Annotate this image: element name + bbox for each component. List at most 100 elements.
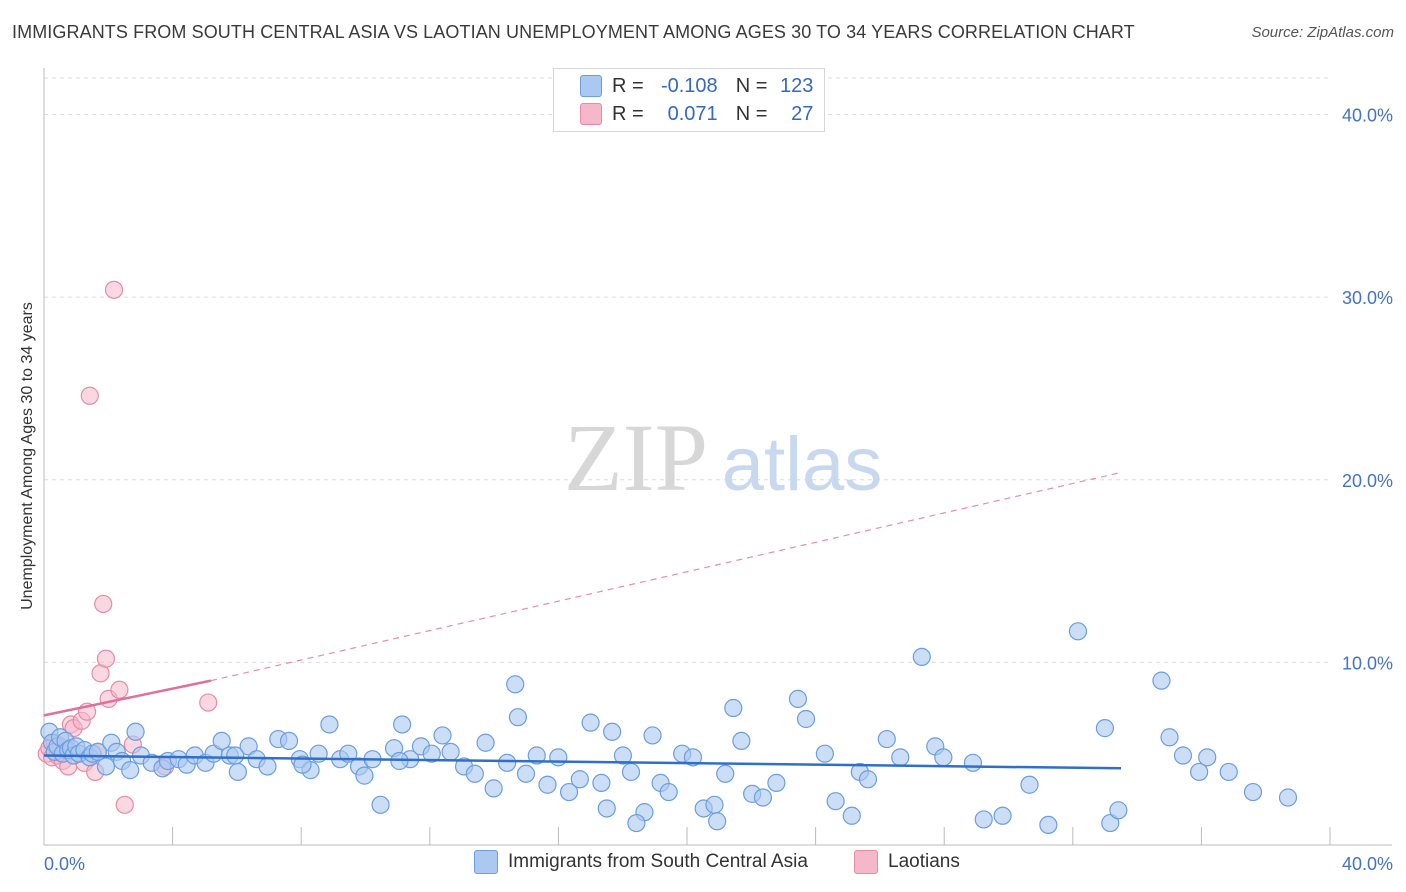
south-central-asia-point	[912, 647, 931, 667]
south-central-asia-point	[796, 709, 816, 729]
south-central-asia-point	[788, 689, 808, 709]
south-central-asia-points	[40, 622, 1298, 835]
south-central-asia-point	[621, 762, 641, 782]
legend-item-laotians: Laotians	[854, 850, 960, 874]
south-central-asia-point	[603, 722, 622, 741]
legend-swatch-pink	[854, 850, 878, 874]
south-central-asia-point	[993, 806, 1012, 825]
legend-n-label: N =	[735, 102, 768, 125]
y-tick-label: 10.0%	[1342, 653, 1393, 673]
laotians-trend-line	[43, 679, 212, 717]
y-tick-label: 30.0%	[1342, 288, 1393, 308]
watermark-zip: ZIP	[564, 404, 708, 511]
south-central-asia-point	[239, 737, 258, 756]
laotians-point	[96, 649, 116, 668]
south-central-asia-point	[767, 773, 786, 793]
south-central-asia-point	[1278, 788, 1298, 807]
legend-item-south-central-asia: Immigrants from South Central Asia	[474, 850, 808, 874]
watermark: ZIP atlas	[564, 404, 882, 511]
south-central-asia-point	[753, 788, 773, 807]
south-central-asia-point	[581, 713, 600, 732]
south-central-asia-point	[1160, 728, 1179, 747]
laotians-trend-line-extended	[210, 471, 1122, 682]
legend-label: Laotians	[888, 851, 960, 872]
legend-swatch-pink	[580, 103, 602, 125]
south-central-asia-point	[877, 729, 896, 749]
watermark-atlas: atlas	[722, 422, 883, 507]
south-central-asia-point	[1039, 815, 1058, 835]
axes	[43, 68, 1392, 846]
south-central-asia-point	[293, 755, 312, 774]
south-central-asia-point	[476, 733, 495, 752]
legend-row-blue: R = -0.108 N = 123	[554, 72, 813, 100]
south-central-asia-point	[815, 744, 834, 763]
laotians-point	[199, 693, 218, 712]
south-central-asia-point	[393, 715, 412, 734]
south-central-asia-point	[1152, 671, 1171, 690]
south-central-asia-point	[1109, 801, 1128, 820]
south-central-asia-point	[705, 795, 724, 814]
south-central-asia-point	[1243, 782, 1263, 802]
legend-r-value: 0.071	[667, 102, 718, 125]
legend-r-label: R =	[612, 74, 644, 97]
legend-n-label: N =	[735, 74, 768, 97]
y-tick-label: 40.0%	[1342, 106, 1393, 126]
south-central-asia-point	[592, 773, 611, 793]
south-central-asia-point	[538, 775, 557, 794]
south-central-asia-point	[527, 746, 546, 765]
south-central-asia-point	[613, 746, 633, 765]
correlation-legend: R = -0.108 N = 123 R = 0.071 N = 27	[553, 68, 825, 132]
south-central-asia-point	[1173, 746, 1193, 765]
south-central-asia-point	[228, 762, 247, 782]
south-central-asia-point	[320, 715, 339, 734]
legend-swatch-blue	[474, 850, 498, 874]
laotians-point	[115, 795, 134, 814]
laotians-point	[94, 594, 113, 614]
legend-row-pink: R = 0.071 N = 27	[554, 100, 813, 128]
south-central-asia-point	[508, 708, 528, 727]
tick-labels: 10.0% 20.0% 30.0% 40.0% 0.0% 40.0%	[44, 106, 1393, 874]
legend-r-label: R =	[612, 102, 644, 125]
south-central-asia-point	[627, 813, 646, 833]
south-central-asia-point	[441, 742, 460, 761]
south-central-asia-point	[974, 810, 993, 829]
south-central-asia-point	[597, 799, 616, 818]
south-central-asia-point	[683, 748, 703, 767]
south-central-asia-point	[963, 753, 983, 772]
legend-swatch-blue	[580, 75, 602, 97]
south-central-asia-point	[1101, 813, 1120, 833]
source-label: Source: ZipAtlas.com	[1251, 24, 1394, 41]
south-central-asia-point	[96, 757, 116, 776]
south-central-asia-point	[371, 795, 390, 814]
south-central-asia-point	[659, 782, 678, 802]
south-central-asia-point	[724, 698, 743, 718]
south-central-asia-point	[1198, 748, 1217, 767]
legend-n-value: 27	[791, 102, 814, 125]
south-central-asia-point	[643, 726, 662, 745]
south-central-asia-point	[355, 766, 374, 785]
south-central-asia-point	[549, 748, 568, 767]
south-central-asia-point	[934, 748, 953, 767]
south-central-asia-point	[433, 726, 452, 745]
south-central-asia-point	[506, 675, 525, 694]
south-central-asia-point	[842, 806, 861, 825]
south-central-asia-trend-line	[43, 754, 1122, 770]
x-tick-label: 40.0%	[1342, 854, 1393, 874]
south-central-asia-point	[1095, 719, 1114, 738]
y-tick-label: 20.0%	[1342, 471, 1393, 491]
south-central-asia-point	[258, 757, 277, 776]
south-central-asia-point	[226, 746, 245, 765]
south-central-asia-point	[891, 748, 910, 767]
south-central-asia-point	[279, 731, 299, 751]
south-central-asia-point	[1068, 622, 1088, 641]
laotians-point	[110, 680, 129, 699]
south-central-asia-point	[1219, 762, 1238, 782]
south-central-asia-point	[826, 792, 845, 811]
legend-n-value: 123	[780, 74, 814, 97]
south-central-asia-point	[1190, 762, 1209, 782]
legend-r-value: -0.108	[660, 74, 718, 97]
south-central-asia-point	[498, 753, 517, 772]
laotians-point	[104, 280, 124, 299]
south-central-asia-point	[212, 731, 231, 751]
